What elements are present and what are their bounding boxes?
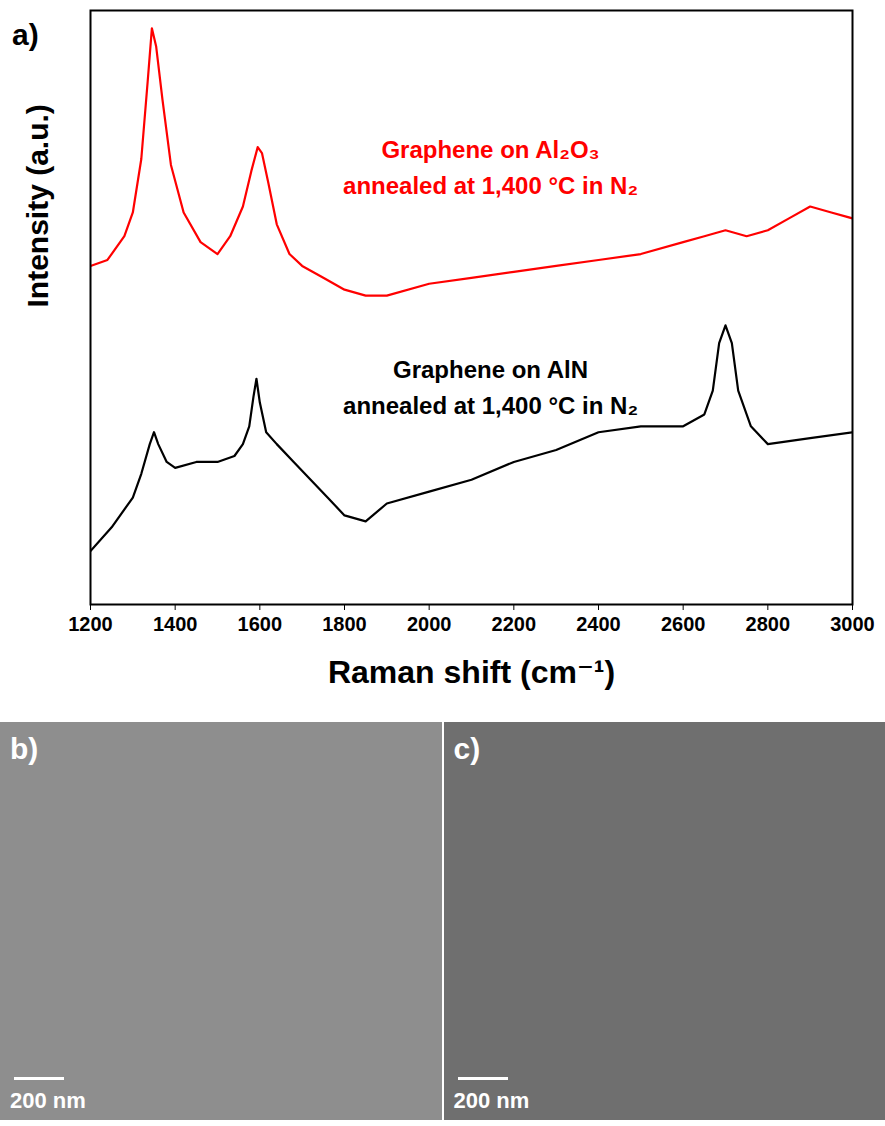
svg-text:2800: 2800 [746,613,791,635]
svg-text:Graphene on AlNannealed at 1,4: Graphene on AlNannealed at 1,400 °C in N… [343,356,638,419]
svg-text:Intensity (a.u.): Intensity (a.u.) [21,104,54,307]
svg-text:3000: 3000 [830,613,875,635]
svg-text:1600: 1600 [238,613,283,635]
html-text:200 nm: 200 nm [10,1088,86,1113]
svg-text:2400: 2400 [576,613,621,635]
html-text:200 nm: 200 nm [453,1088,530,1113]
svg-text:2200: 2200 [492,613,537,635]
html-text:c): c) [453,732,481,765]
svg-text:2600: 2600 [661,613,706,635]
html-text:a): a) [12,18,39,51]
html-text:b): b) [10,732,39,765]
svg-text:1800: 1800 [322,613,367,635]
svg-text:2000: 2000 [407,613,452,635]
svg-text:Raman shift (cm⁻¹): Raman shift (cm⁻¹) [328,654,615,690]
svg-text:1200: 1200 [68,613,113,635]
svg-text:1400: 1400 [153,613,198,635]
svg-text:Graphene on Al₂O₃annealed at 1: Graphene on Al₂O₃annealed at 1,400 °C in… [343,136,638,199]
